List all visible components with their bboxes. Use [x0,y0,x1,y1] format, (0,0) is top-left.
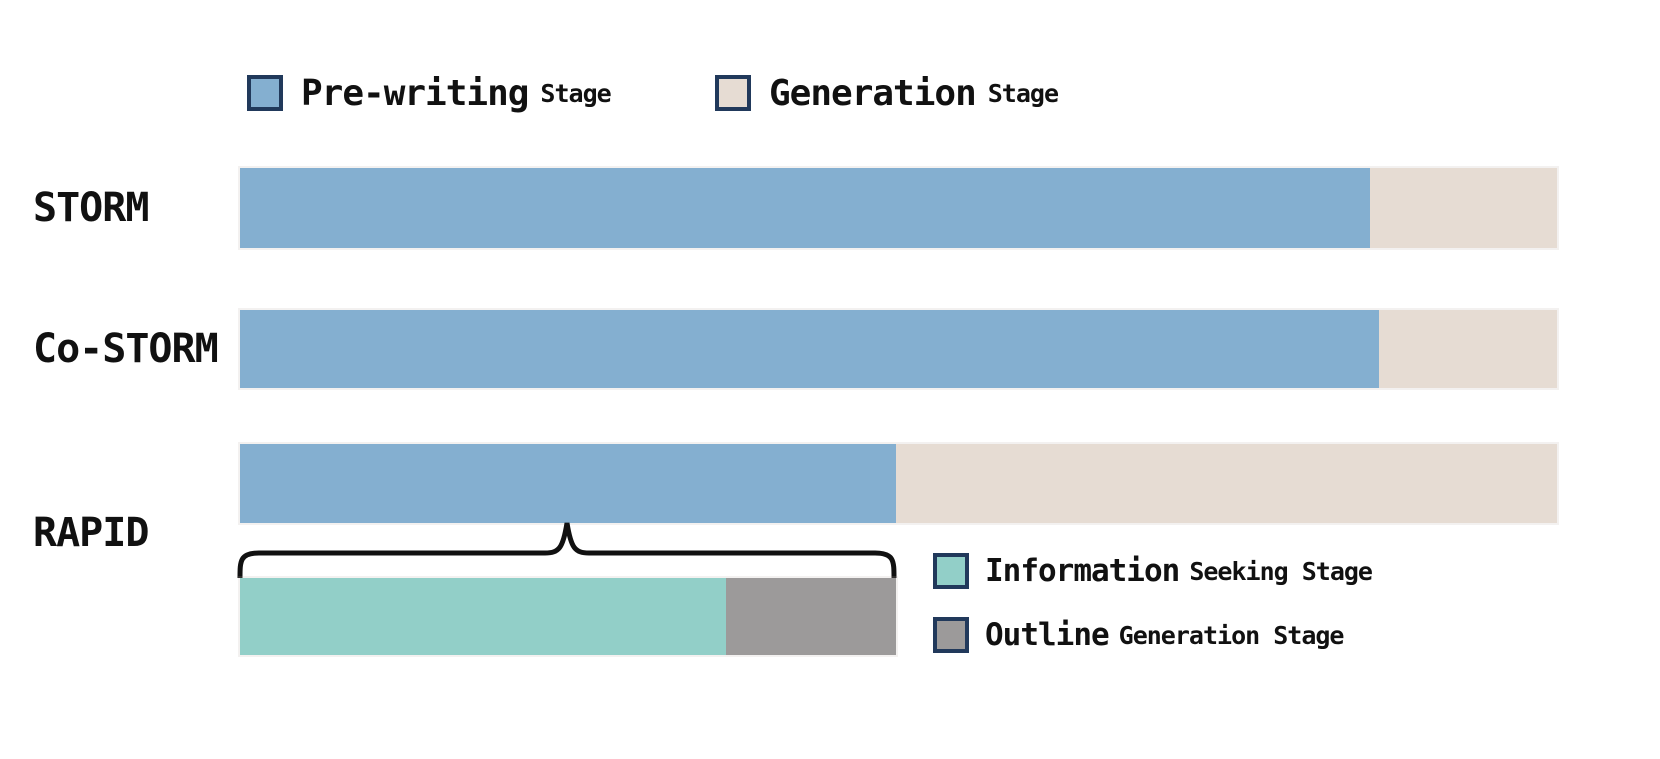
legend-label-main: Generation [769,72,977,114]
legend-label-sub: Seeking Stage [1189,556,1373,586]
information-seeking-swatch-icon [933,553,969,589]
bar-rapid [238,442,1559,525]
bar-co-storm [238,308,1559,390]
bar-rapid-prewriting-breakdown [238,576,898,657]
legend-item-pre-writing: Pre-writing Stage [247,72,612,114]
row-label-co-storm: Co-STORM [33,326,219,372]
legend-label-sub: Stage [987,78,1059,108]
legend-label-main: Outline [985,617,1110,653]
bar-segment-prewriting [240,444,896,523]
bar-segment-prewriting [240,168,1370,248]
outline-generation-swatch-icon [933,617,969,653]
legend-item-outline-generation: Outline Generation Stage [933,616,1345,654]
bar-segment-generation [1369,168,1557,248]
bar-segment-outline-generation [726,578,896,655]
bar-segment-generation [895,444,1557,523]
legend-label-main: Information [985,553,1180,589]
breakdown-brace-icon [237,522,897,579]
legend-item-generation: Generation Stage [715,72,1059,114]
row-label-storm: STORM [33,185,149,231]
legend-label-sub: Generation Stage [1118,620,1345,650]
legend-item-information-seeking: Information Seeking Stage [933,552,1373,590]
bar-segment-prewriting [240,310,1380,388]
bar-segment-information-seeking [240,578,727,655]
generation-swatch-icon [715,75,751,111]
legend-label-sub: Stage [540,78,611,108]
pre-writing-swatch-icon [247,75,283,111]
legend-label-main: Pre-writing [301,72,529,114]
bar-storm [238,166,1559,250]
bar-segment-generation [1379,310,1557,388]
row-label-rapid: RAPID [33,510,149,556]
